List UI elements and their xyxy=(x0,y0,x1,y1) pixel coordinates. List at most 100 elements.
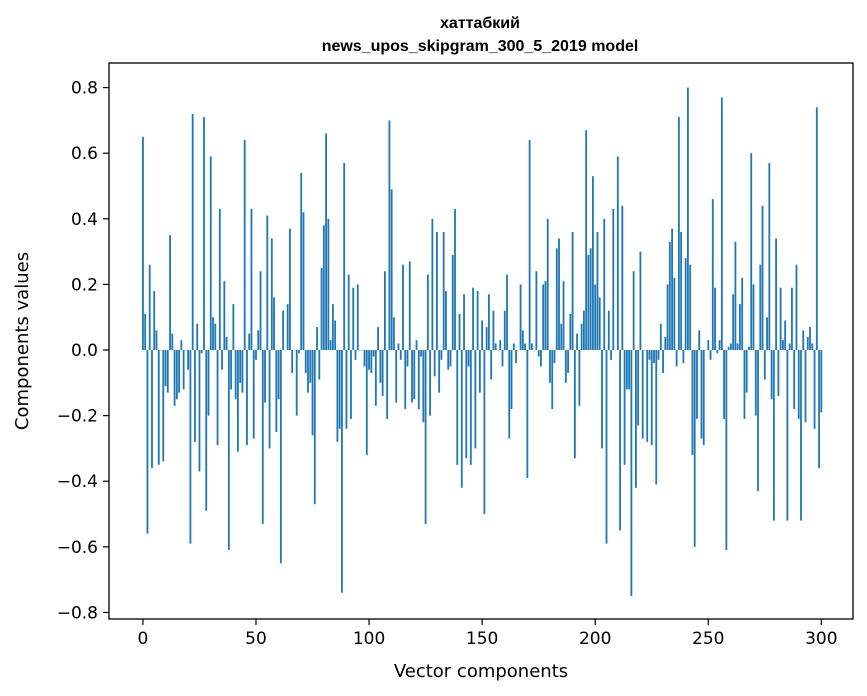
bar-190 xyxy=(571,231,574,351)
bar-239 xyxy=(682,350,685,364)
bar-95 xyxy=(356,284,359,351)
bar-188 xyxy=(567,350,569,373)
bar-186 xyxy=(562,281,565,351)
bar-121 xyxy=(415,340,418,351)
bar-55 xyxy=(266,215,269,351)
bar-149 xyxy=(478,350,481,393)
bar-142 xyxy=(463,294,465,351)
bar-283 xyxy=(781,340,784,351)
bar-1 xyxy=(144,313,147,351)
bar-148 xyxy=(476,290,479,351)
bar-282 xyxy=(779,287,782,351)
bar-84 xyxy=(331,304,334,351)
bar-251 xyxy=(709,350,712,360)
bar-162 xyxy=(508,350,511,439)
bar-52 xyxy=(259,271,262,351)
x-tick-label: 50 xyxy=(245,629,267,649)
bar-253 xyxy=(714,287,716,351)
bar-237 xyxy=(677,117,680,351)
bar-292 xyxy=(802,330,805,351)
bar-232 xyxy=(666,284,669,351)
bar-93 xyxy=(352,287,355,351)
bar-264 xyxy=(739,304,741,351)
bar-172 xyxy=(530,343,533,351)
bar-225 xyxy=(650,350,653,446)
bar-109 xyxy=(388,120,391,351)
bar-5 xyxy=(153,290,156,351)
bar-185 xyxy=(560,323,563,351)
bar-152 xyxy=(485,327,488,351)
bar-159 xyxy=(501,350,504,367)
bar-192 xyxy=(576,333,579,351)
bar-22 xyxy=(191,113,194,351)
bar-261 xyxy=(732,294,735,351)
y-tick-label: 0.8 xyxy=(71,79,98,99)
bar-270 xyxy=(752,284,755,351)
bar-60 xyxy=(277,350,280,400)
bar-273 xyxy=(759,264,762,351)
bar-203 xyxy=(601,350,603,449)
bar-218 xyxy=(635,350,637,488)
bar-114 xyxy=(399,350,402,360)
bar-244 xyxy=(693,350,696,547)
chart-title-line1: хаттабкий xyxy=(440,15,520,32)
bar-33 xyxy=(216,350,219,446)
bar-226 xyxy=(653,350,655,364)
bar-289 xyxy=(795,264,798,351)
bar-288 xyxy=(793,350,796,410)
bar-294 xyxy=(806,336,809,351)
bar-32 xyxy=(214,323,217,351)
bar-113 xyxy=(397,343,400,351)
bar-43 xyxy=(239,350,242,383)
bar-86 xyxy=(336,350,339,442)
bar-31 xyxy=(212,317,214,351)
bar-137 xyxy=(451,254,454,351)
bar-193 xyxy=(578,350,581,406)
bar-87 xyxy=(338,350,341,429)
bar-158 xyxy=(499,340,502,351)
bar-211 xyxy=(619,350,621,531)
bar-219 xyxy=(637,350,640,426)
chart-title: хаттабкий news_upos_skipgram_300_5_2019 … xyxy=(322,15,639,55)
bar-83 xyxy=(329,340,332,351)
bar-53 xyxy=(261,350,264,524)
bar-234 xyxy=(671,228,673,351)
bar-268 xyxy=(748,346,750,351)
bar-260 xyxy=(729,343,732,351)
bar-221 xyxy=(641,350,644,439)
bar-82 xyxy=(327,218,330,351)
bar-151 xyxy=(483,350,486,515)
x-tick-label: 0 xyxy=(138,629,149,649)
y-tick-label: 0.2 xyxy=(71,275,98,295)
bar-110 xyxy=(390,189,393,351)
bar-6 xyxy=(155,330,158,351)
bar-160 xyxy=(503,310,506,351)
bar-276 xyxy=(766,317,768,351)
bar-262 xyxy=(734,241,737,351)
bar-150 xyxy=(481,320,484,351)
bar-66 xyxy=(291,350,294,373)
bar-40 xyxy=(232,304,235,351)
bar-280 xyxy=(775,238,778,351)
bar-76 xyxy=(313,350,316,505)
bar-248 xyxy=(702,350,705,446)
bar-212 xyxy=(621,205,624,351)
bar-94 xyxy=(354,350,357,360)
bar-269 xyxy=(750,153,753,351)
bar-70 xyxy=(300,172,303,351)
bar-78 xyxy=(318,350,321,380)
bar-196 xyxy=(585,130,588,351)
bar-92 xyxy=(350,350,352,419)
bar-213 xyxy=(623,350,626,465)
bar-107 xyxy=(383,271,386,351)
bar-80 xyxy=(322,225,325,351)
bar-271 xyxy=(754,350,757,416)
bar-217 xyxy=(632,271,635,351)
y-axis-ticks: −0.8 −0.6 −0.4 −0.2 0.0 0.2 0.4 0.6 0.8 xyxy=(57,79,109,623)
bar-111 xyxy=(393,317,395,351)
bar-41 xyxy=(234,350,237,400)
bar-202 xyxy=(598,297,601,351)
bar-101 xyxy=(370,350,373,373)
bar-100 xyxy=(368,350,370,370)
